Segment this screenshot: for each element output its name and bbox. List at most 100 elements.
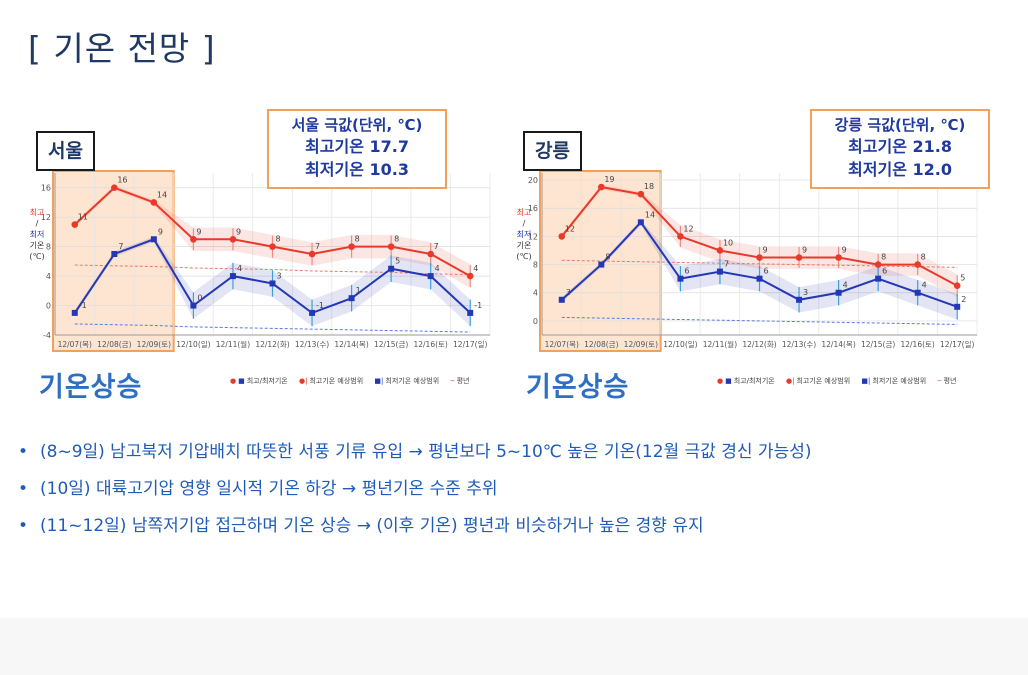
x-tick-label: 12/08(금) [584, 340, 618, 349]
min-temp-point [190, 302, 197, 309]
bullet-item: • (8~9일) 남고북저 기압배치 따뜻한 서풍 기류 유입 → 평년보다 5~… [18, 442, 812, 462]
x-tick-label: 12/11(월) [216, 339, 250, 349]
max-temp-point [637, 190, 645, 198]
min-temp-point [914, 289, 921, 296]
extreme-min: 최저기온 10.3 [305, 160, 409, 179]
y-tick-label: 4 [533, 289, 538, 298]
max-temp-point [269, 243, 276, 250]
y-axis-label: 기온 [517, 241, 532, 250]
max-temp-value: 12 [683, 224, 693, 233]
max-temp-value: 4 [473, 264, 478, 273]
y-tick-label: 16 [528, 204, 538, 213]
min-temp-point [637, 219, 644, 226]
min-temp-point [427, 273, 434, 280]
max-temp-value: 19 [604, 175, 614, 184]
x-tick-label: 12/17(일) [453, 340, 487, 349]
max-temp-value: 9 [802, 246, 807, 255]
max-temp-value: 9 [196, 227, 201, 236]
normal-max-line [74, 264, 471, 276]
min-temp-value: 4 [922, 281, 927, 290]
max-temp-point [677, 233, 684, 240]
min-temp-point [558, 296, 565, 303]
min-temp-value: 14 [645, 210, 655, 219]
y-tick-label: 4 [46, 272, 51, 281]
min-temp-point [677, 275, 684, 282]
min-temp-value: -1 [474, 301, 482, 310]
max-temp-point [427, 250, 434, 258]
city-label-seoul: 서울 [36, 131, 95, 171]
chart-seoul: -4 0 4 8 12 16 최고 /최저기온 (℃) 12/07(목) 12/08(금) 12/09… [29, 170, 491, 352]
x-tick-label: 12/09(토) [137, 340, 171, 349]
extreme-title: 강릉 극값(단위, ℃) [834, 116, 966, 134]
extreme-max: 최고기온 17.7 [305, 137, 409, 156]
max-temp-value: 8 [881, 253, 886, 262]
max-temp-value: 8 [276, 235, 281, 244]
min-temp-point [835, 289, 842, 296]
page-title: [ 기온 전망 ] [28, 29, 216, 68]
x-tick-label: 12/07(목) [58, 340, 92, 349]
y-tick-label: 8 [46, 243, 51, 252]
extreme-box-seoul: 서울 극값(단위, ℃) 최고기온 17.7 최저기온 10.3 [267, 109, 447, 189]
min-temp-value: 1 [356, 286, 361, 295]
min-temp-point [348, 295, 355, 302]
x-tick-label: 12/13(수) [782, 340, 816, 349]
min-temp-value: 3 [566, 288, 571, 297]
max-temp-point [795, 254, 803, 261]
extreme-box-gangneung: 강릉 극값(단위, ℃) 최고기온 21.8 최저기온 12.0 [810, 109, 990, 189]
min-temp-point [467, 309, 474, 316]
legend-item: ●| 최고기온 예상범위 [785, 377, 851, 385]
extreme-min: 최저기온 12.0 [848, 160, 952, 179]
max-temp-value: 9 [763, 246, 768, 255]
min-temp-point [150, 236, 157, 243]
y-axis-label: 최고 [517, 207, 532, 217]
rise-label: 기온상승 [526, 372, 630, 403]
min-temp-point [598, 261, 605, 268]
min-temp-value: 3 [803, 288, 808, 297]
x-tick-label: 12/09(토) [624, 340, 658, 349]
max-temp-point [348, 243, 355, 250]
min-temp-value: -1 [79, 301, 87, 310]
x-tick-label: 12/08(금) [97, 340, 131, 349]
max-temp-point [111, 184, 118, 192]
min-temp-point [716, 268, 723, 275]
min-temp-value: 8 [605, 253, 610, 262]
max-temp-point [308, 250, 316, 258]
min-temp-value: 6 [764, 267, 769, 276]
chart-legend: ● ■ 최고/최저기온 ●| 최고기온 예상범위 ■| 최저기온 예상범위 ┅ 평년 [230, 376, 479, 386]
city-label-gangneung: 강릉 [523, 131, 582, 171]
x-tick-label: 12/16(토) [413, 340, 447, 349]
min-temp-value: 3 [277, 271, 282, 280]
chart-gangneung: 0 4 8 12 16 20 최고 /최저기온 (℃) 12/07(목) 12/08(금) 12/09… [516, 170, 978, 352]
x-tick-label: 12/15(금) [861, 340, 895, 349]
y-tick-label: 20 [528, 176, 538, 185]
min-temp-point [71, 309, 78, 316]
x-tick-label: 12/14(목) [821, 340, 855, 349]
normal-min-line [74, 323, 471, 333]
min-temp-value: 7 [724, 260, 729, 269]
min-temp-point [269, 280, 276, 287]
max-temp-value: 8 [921, 253, 926, 262]
max-temp-point [716, 247, 724, 254]
y-tick-label: 0 [46, 302, 51, 311]
legend-item: ┅ 평년 [937, 377, 957, 385]
x-tick-label: 12/12(화) [742, 340, 776, 349]
min-temp-value: 5 [395, 257, 400, 266]
y-axis-label: 최고 [30, 207, 45, 217]
max-temp-point [914, 261, 921, 268]
extreme-max: 최고기온 21.8 [848, 137, 952, 156]
y-tick-label: 8 [533, 261, 538, 270]
legend-item: ■| 최저기온 예상범위 [861, 377, 927, 385]
chart-legend: ● ■ 최고/최저기온 ●| 최고기온 예상범위 ■| 최저기온 예상범위 ┅ 평년 [717, 376, 966, 386]
max-temp-value: 9 [236, 227, 241, 236]
min-temp-point [111, 251, 118, 257]
max-temp-point [466, 272, 474, 280]
min-temp-point [954, 303, 961, 310]
max-temp-point [150, 199, 158, 206]
footer-band [0, 618, 1028, 675]
x-tick-label: 12/16(토) [900, 340, 934, 349]
min-temp-value: -1 [316, 301, 324, 310]
legend-item: ┅ 평년 [450, 377, 470, 385]
min-temp-value: 6 [684, 267, 689, 276]
x-tick-label: 12/10(일) [176, 340, 210, 349]
x-tick-label: 12/17(일) [940, 340, 974, 349]
